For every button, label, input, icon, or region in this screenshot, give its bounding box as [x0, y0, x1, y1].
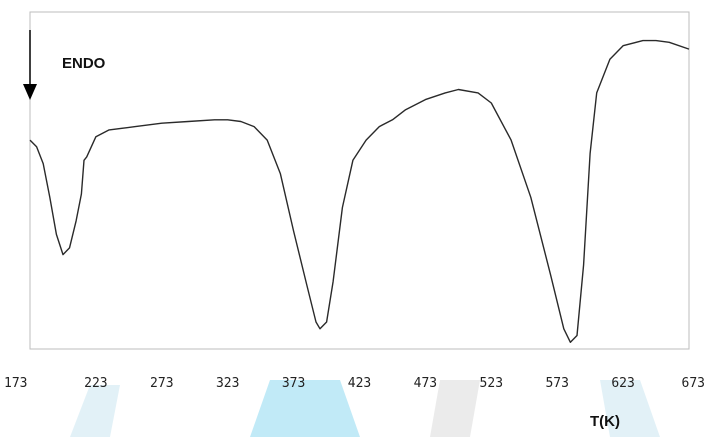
- watermark-shape: [600, 380, 660, 437]
- x-tick-label: 623: [611, 376, 634, 391]
- x-tick-label: 473: [414, 376, 437, 391]
- series-line: [29, 39, 690, 343]
- x-tick-label: 273: [150, 376, 173, 391]
- x-tick-label: 173: [4, 376, 27, 391]
- x-tick-label: 323: [216, 376, 239, 391]
- x-tick-label: 523: [480, 376, 503, 391]
- x-tick-label: 223: [84, 376, 107, 391]
- watermark-shape: [430, 380, 480, 437]
- x-tick-label: 423: [348, 376, 371, 391]
- x-tick-label: 573: [545, 376, 568, 391]
- plot-frame: [29, 11, 690, 350]
- x-tick-label: 673: [682, 376, 705, 391]
- x-tick-label: 373: [282, 376, 305, 391]
- x-tick-labels: 173 223 273 323 373 423 473 523 573 623 673: [4, 376, 705, 391]
- x-axis-label: T(K): [590, 413, 620, 430]
- watermark-shape: [250, 380, 360, 437]
- watermark-shape: [70, 385, 120, 437]
- endo-arrow-head: [23, 84, 37, 100]
- endo-annotation: ENDO: [62, 55, 106, 72]
